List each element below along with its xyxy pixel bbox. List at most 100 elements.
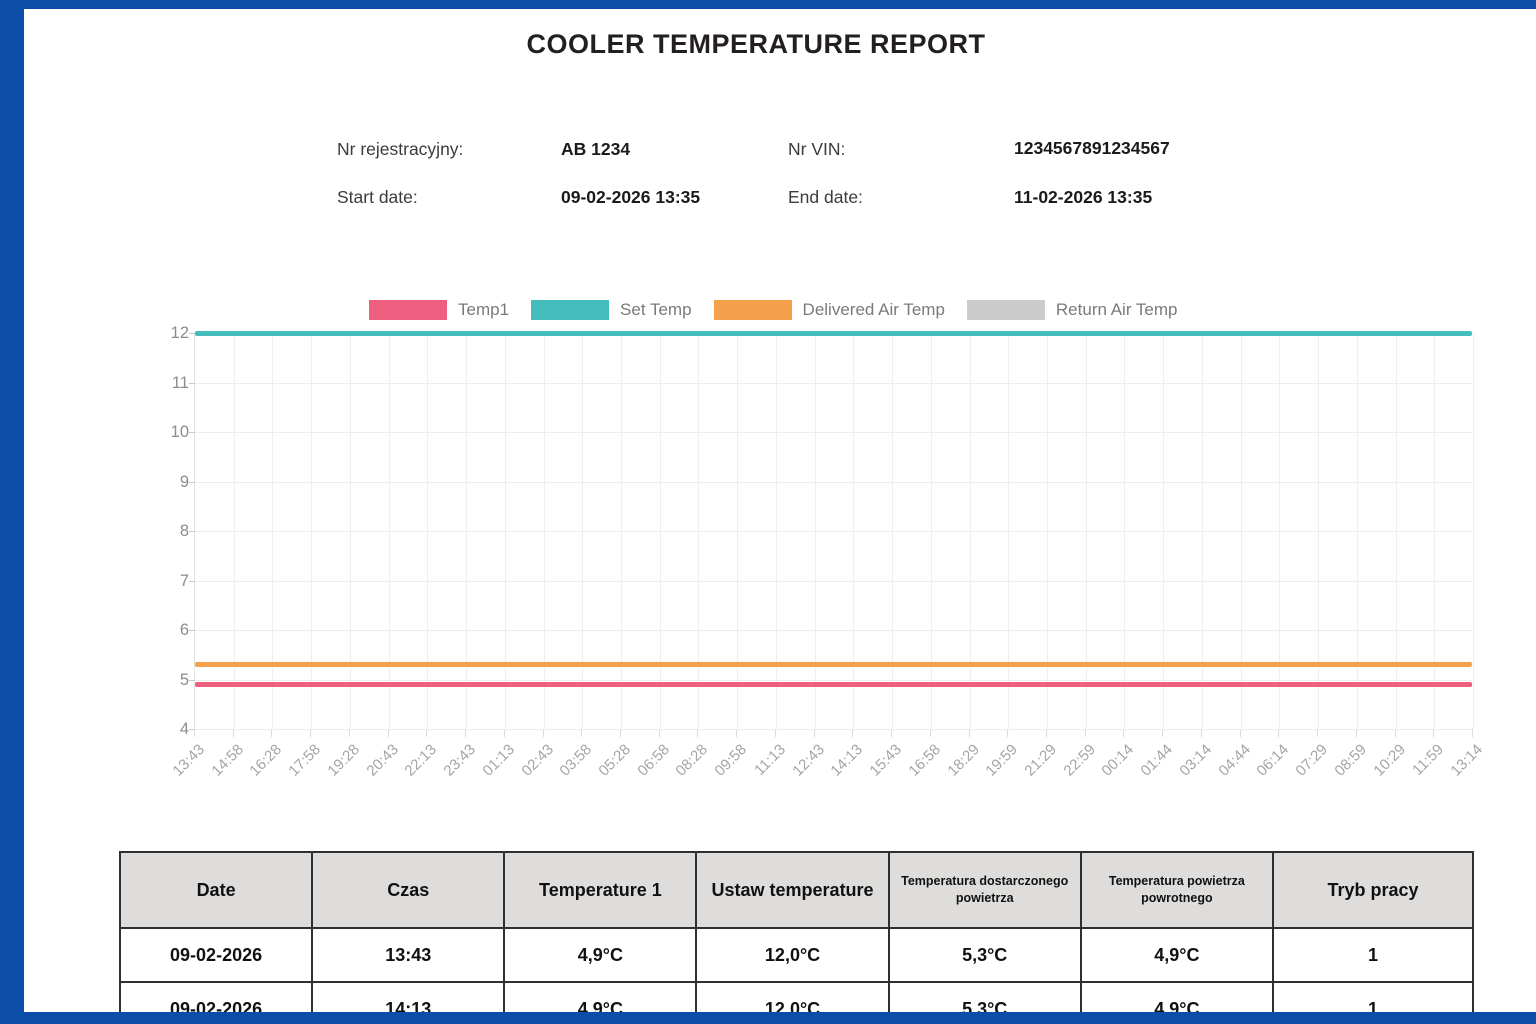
chart-gridline-vertical [427,333,429,729]
x-axis-tick-mark [271,729,273,737]
x-axis-tick-mark [968,729,970,737]
legend-swatch-icon [713,300,792,320]
chart-gridline-vertical [504,333,506,729]
chart-gridline-horizontal [195,580,1472,582]
end-date-label: End date: [788,187,863,207]
chart-gridline-vertical [775,333,777,729]
chart-gridline-vertical [272,333,274,729]
legend-label: Return Air Temp [1055,300,1178,319]
temperature-chart: 12 11 10 9 8 7 6 5 4 13:43 14:58 16:28 17:58 19:28 20… [149,324,1486,821]
legend-item[interactable]: Set Temp [531,300,692,320]
x-axis-tick-mark [1317,729,1319,737]
x-axis-tick-mark [620,729,621,737]
table-column-header: Temperatura powietrza powrotnego [1079,851,1274,929]
x-axis-tick-mark [194,729,195,737]
chart-gridline-vertical [466,333,468,729]
chart-gridline-horizontal [195,729,1472,730]
x-axis-tick-mark [1394,729,1396,737]
y-axis-tick-label: 4 [179,720,189,738]
y-axis-tick-label: 5 [179,670,189,689]
x-axis-tick-mark [1433,729,1435,737]
registration-value: AB 1234 [561,139,631,159]
x-axis-tick-mark [348,729,350,737]
chart-gridline-vertical [1085,333,1087,729]
legend-item[interactable]: Temp1 [369,300,509,320]
chart-gridline-vertical [1240,333,1242,729]
table-cell: 14:13 [311,981,506,1012]
table-cell: 4,9°C [1079,927,1274,983]
chart-gridline-vertical [1163,333,1165,729]
x-axis-tick-mark [1200,729,1202,737]
chart-gridline-vertical [1395,333,1397,729]
chart-gridline-vertical [543,333,545,729]
chart-gridline-horizontal [195,679,1472,681]
chart-gridline-vertical [698,333,700,729]
chart-gridline-horizontal [195,481,1472,483]
chart-gridline-vertical [1473,333,1474,729]
y-axis-tick-mark [189,630,195,631]
table-column-header: Czas [311,851,506,929]
x-axis-tick-mark [232,729,234,737]
chart-gridline-vertical [1356,333,1358,729]
start-date-label: Start date: [337,187,418,207]
end-date-value: 11-02-2026 13:35 [1014,187,1153,207]
chart-gridline-vertical [659,333,661,729]
registration-label: Nr rejestracyjny: [337,139,464,159]
table-column-header: Temperatura dostarczonego powietrza [887,851,1082,929]
chart-gridline-vertical [1047,333,1048,729]
table-column-header: Tryb pracy [1271,851,1475,929]
x-axis-tick-mark [503,729,505,737]
y-axis-tick-label: 11 [171,373,189,392]
legend-item[interactable]: Return Air Temp [966,300,1178,320]
x-axis-tick-mark [310,729,312,737]
chart-gridline-vertical [621,333,622,729]
chart-series-line [195,681,1472,687]
table-row: 09-02-2026 13:43 4,9°C 12,0°C 5,3°C 4,9°C 1 [118,927,1475,983]
y-axis-tick-mark [189,382,195,384]
chart-gridline-horizontal [195,432,1472,433]
x-axis-tick-mark [581,729,583,737]
legend-label: Temp1 [458,300,510,319]
y-axis-tick-mark [189,481,195,483]
chart-legend: Temp1 Set Temp Delivered Air Temp Return Ai… [369,300,1199,320]
x-axis-tick-mark [465,729,467,737]
y-axis-tick-label: 6 [179,621,189,639]
x-axis-tick-mark [1046,729,1047,737]
chart-gridline-vertical [1434,333,1436,729]
legend-item[interactable]: Delivered Air Temp [713,300,945,320]
chart-gridline-horizontal [195,531,1472,532]
table-cell: 09-02-2026 [118,927,314,983]
x-axis-tick-mark [697,729,699,737]
x-axis-tick-mark [1278,729,1280,737]
y-axis-tick-mark [189,580,195,582]
y-axis-tick-mark [189,729,195,730]
x-axis-tick-mark [813,729,815,737]
x-axis-tick-mark [1007,729,1009,737]
y-axis-tick-label: 10 [170,423,189,441]
x-axis-tick-mark [1162,729,1164,737]
legend-swatch-icon [966,300,1045,320]
chart-gridline-vertical [737,333,739,729]
table-cell: 4,9°C [1079,981,1274,1012]
table-row: 09-02-2026 14:13 4,9°C 12,0°C 5,3°C 4,9°C 1 [118,981,1475,1012]
chart-gridline-vertical [388,333,390,729]
chart-gridline-vertical [853,333,855,729]
chart-gridline-vertical [892,333,894,729]
readings-table: Date Czas Temperature 1 Ustaw temperature Te… [118,851,1475,1012]
chart-gridline-vertical [1124,333,1126,729]
x-axis-tick-mark [774,729,776,737]
y-axis-tick-mark [189,432,195,433]
x-axis-tick-mark [1355,729,1357,737]
page-title: COOLER TEMPERATURE REPORT [526,29,986,59]
table-cell: 13:43 [311,927,506,983]
y-axis-tick-mark [189,333,195,334]
x-axis-tick-mark [1123,729,1125,737]
table-cell: 5,3°C [887,927,1082,983]
table-cell: 5,3°C [887,981,1082,1012]
chart-gridline-horizontal [195,382,1472,384]
chart-gridline-vertical [1008,333,1010,729]
chart-gridline-vertical [1201,333,1203,729]
x-axis-tick-mark [736,729,738,737]
legend-label: Delivered Air Temp [802,300,945,319]
